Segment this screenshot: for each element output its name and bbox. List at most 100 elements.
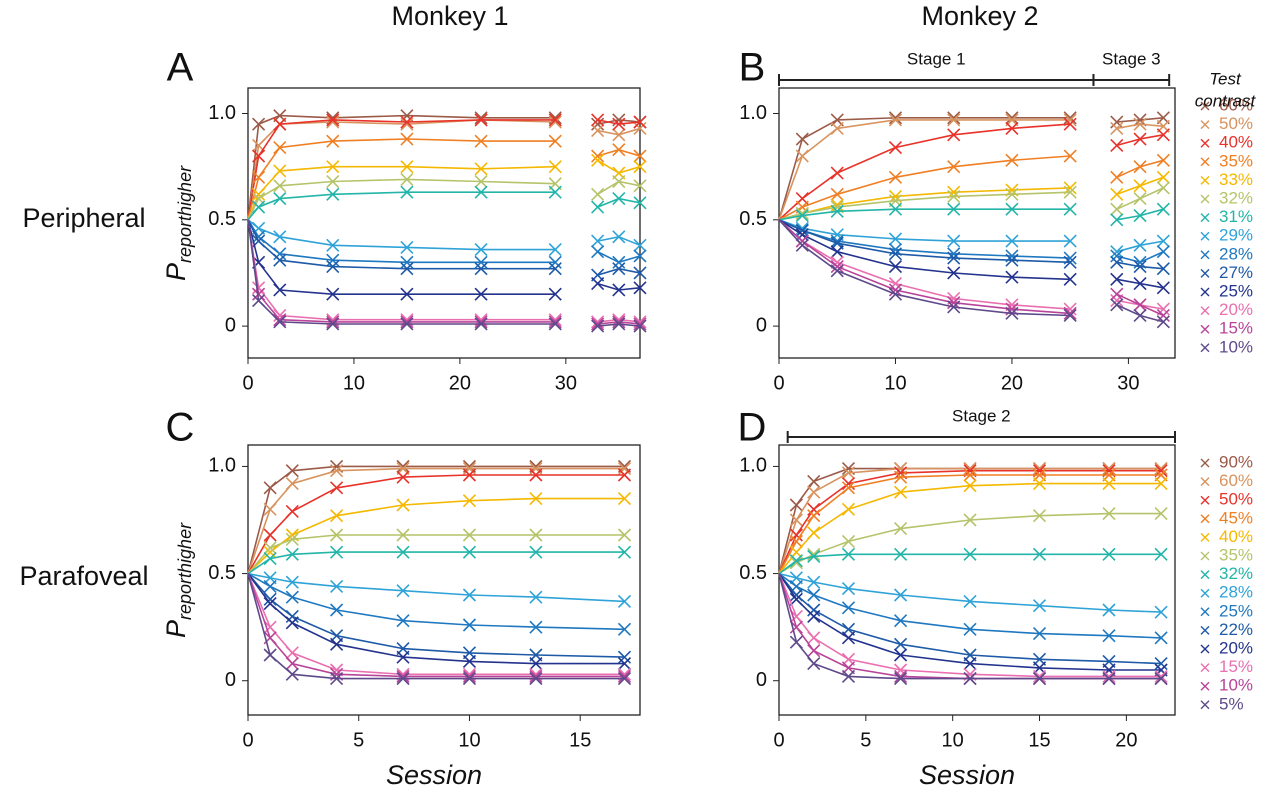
y-axis-label-text: Preporthigher	[161, 165, 195, 281]
data-point	[330, 603, 344, 617]
data-point	[894, 637, 908, 651]
data-point	[330, 579, 344, 593]
data-point	[400, 287, 414, 301]
x-tick-label: 15	[1028, 729, 1050, 751]
legend-marker	[1200, 157, 1210, 167]
data-point	[263, 592, 277, 606]
plot-frame	[778, 87, 1176, 359]
fit-curve	[247, 572, 625, 631]
data-point	[617, 650, 632, 664]
data-point	[263, 481, 277, 495]
legend-marker	[1200, 306, 1210, 316]
data-point	[894, 547, 908, 561]
data-point	[474, 185, 488, 199]
y-tick-label: 1.0	[208, 102, 236, 124]
data-point	[252, 287, 266, 301]
data-point	[830, 264, 844, 278]
data-point	[396, 498, 410, 512]
data-point	[326, 287, 340, 301]
plot-frame	[778, 444, 1176, 716]
data-point	[633, 196, 647, 210]
data-point	[529, 492, 543, 506]
legend-marker	[1200, 458, 1210, 468]
legend-label: 35%	[1219, 151, 1253, 170]
data-point	[548, 255, 562, 269]
data-point	[263, 502, 277, 516]
fit-curve	[247, 219, 641, 325]
data-point	[396, 672, 410, 686]
fit-curve	[247, 191, 641, 221]
data-point	[1032, 547, 1047, 561]
legend-marker	[1200, 570, 1210, 580]
legend-label: 25%	[1219, 601, 1253, 620]
data-point	[807, 509, 821, 523]
data-point	[612, 315, 626, 329]
data-point	[462, 618, 477, 632]
data-point	[474, 113, 488, 127]
data-point	[326, 315, 340, 329]
data-point	[396, 614, 410, 628]
data-point	[1133, 117, 1147, 131]
data-point	[795, 149, 809, 163]
data-point	[330, 481, 344, 495]
fit-curve	[247, 159, 641, 221]
data-point	[947, 300, 961, 314]
data-point	[1133, 160, 1147, 174]
data-point	[947, 111, 961, 125]
data-point	[947, 113, 961, 127]
data-point	[285, 547, 299, 561]
legend-label: 40%	[1219, 527, 1253, 546]
data-point	[888, 140, 903, 155]
data-point	[400, 172, 414, 186]
data-point	[947, 266, 961, 280]
fit-curve	[247, 467, 625, 574]
data-point	[1110, 298, 1124, 312]
column-title: Monkey 2	[921, 1, 1038, 31]
data-point	[894, 522, 908, 536]
data-point	[1032, 599, 1047, 613]
data-point	[894, 672, 908, 686]
data-point	[263, 579, 277, 593]
data-point	[273, 313, 287, 327]
data-point	[841, 631, 856, 645]
y-tick-label: 0	[225, 669, 236, 691]
legend-label: 60%	[1219, 95, 1253, 114]
data-point	[263, 597, 277, 611]
data-point	[548, 185, 562, 199]
data-point	[591, 245, 605, 259]
data-point	[830, 245, 844, 259]
x-tick-label: 20	[449, 372, 471, 394]
data-point	[400, 117, 414, 131]
x-tick-label: 10	[942, 729, 964, 751]
data-point	[894, 614, 908, 628]
data-point	[1063, 308, 1077, 323]
stage-bar	[778, 74, 1095, 86]
data-point	[807, 603, 821, 617]
column-title: Monkey 1	[391, 1, 508, 31]
data-point	[548, 317, 562, 331]
fit-curve	[247, 551, 625, 575]
data-point	[285, 616, 299, 630]
data-point	[1110, 287, 1124, 301]
y-tick-label: 0	[225, 314, 236, 336]
data-point	[1063, 255, 1077, 269]
x-tick-label: 20	[1001, 372, 1023, 394]
data-point	[1110, 138, 1124, 152]
data-point	[548, 113, 562, 127]
data-point	[285, 477, 299, 491]
legend-title: Test	[1209, 69, 1242, 88]
data-point	[963, 622, 977, 636]
data-point	[396, 459, 410, 473]
data-point	[591, 113, 605, 127]
data-point	[612, 262, 626, 276]
data-point	[285, 532, 299, 546]
legend-label: 10%	[1219, 337, 1253, 356]
data-point	[1102, 507, 1116, 521]
legend-marker	[1200, 194, 1210, 204]
legend-label: 5%	[1219, 694, 1244, 713]
data-point	[1063, 202, 1077, 216]
data-point	[1102, 462, 1116, 476]
row-title: Parafoveal	[19, 561, 148, 591]
legend-marker	[1200, 213, 1210, 223]
data-point	[1063, 306, 1077, 320]
